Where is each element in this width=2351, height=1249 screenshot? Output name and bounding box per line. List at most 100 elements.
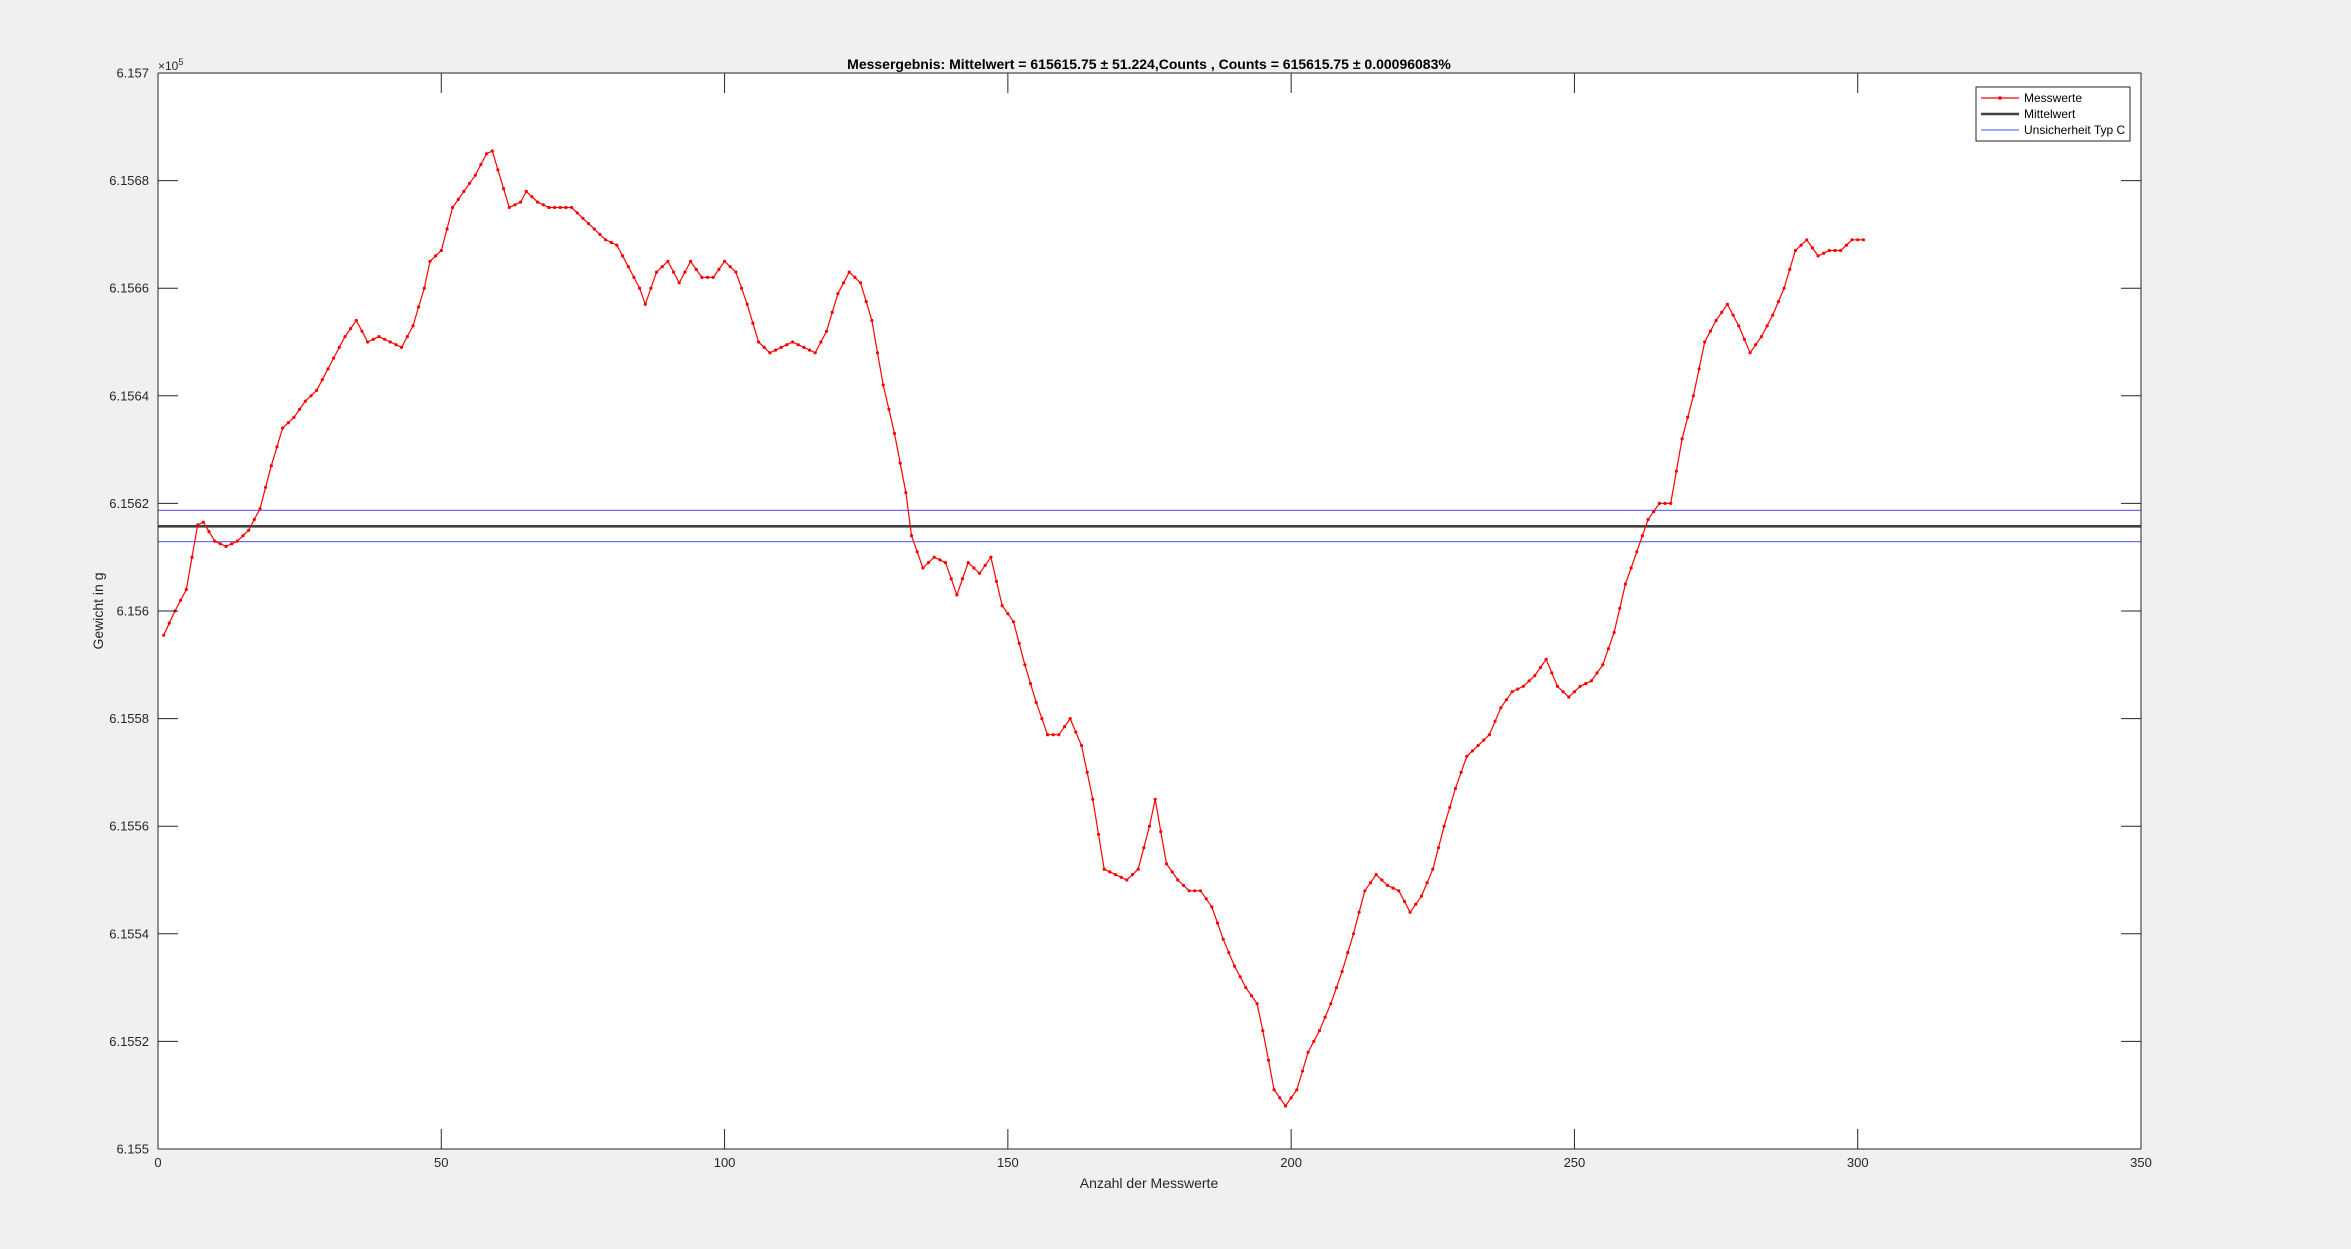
data-point: [1358, 911, 1361, 914]
data-point: [1698, 367, 1701, 370]
data-point: [1743, 338, 1746, 341]
y-tick-label: 6.155: [116, 1142, 149, 1157]
data-point: [1760, 335, 1763, 338]
chart-title: Messergebnis: Mittelwert = 615615.75 ± 5…: [847, 56, 1451, 72]
data-point: [1193, 889, 1196, 892]
data-point: [1159, 830, 1162, 833]
data-point: [1029, 682, 1032, 685]
y-exponent-power: 5: [178, 57, 183, 67]
data-point: [1205, 897, 1208, 900]
data-point: [1703, 340, 1706, 343]
data-point: [1601, 663, 1604, 666]
data-point: [332, 357, 335, 360]
data-point: [1227, 951, 1230, 954]
data-point: [1256, 1002, 1259, 1005]
data-point: [712, 276, 715, 279]
data-point: [1732, 314, 1735, 317]
data-point: [1522, 685, 1525, 688]
data-point: [423, 287, 426, 290]
data-point: [1726, 303, 1729, 306]
data-point: [1658, 502, 1661, 505]
data-point: [1539, 666, 1542, 669]
x-tick-label: 0: [154, 1155, 161, 1170]
y-exponent-base: ×10: [158, 59, 179, 73]
data-point: [1307, 1051, 1310, 1054]
data-point: [1834, 249, 1837, 252]
data-point: [559, 206, 562, 209]
data-point: [661, 265, 664, 268]
data-point: [842, 281, 845, 284]
data-point: [1120, 876, 1123, 879]
data-point: [309, 394, 312, 397]
data-point: [604, 238, 607, 241]
data-point: [1380, 878, 1383, 881]
data-point: [253, 518, 256, 521]
y-axis-label: Gewicht in g: [90, 572, 106, 649]
data-point: [315, 389, 318, 392]
data-point: [1097, 833, 1100, 836]
y-tick-label: 6.1558: [109, 711, 149, 726]
data-point: [1545, 658, 1548, 661]
data-point: [1074, 730, 1077, 733]
data-point: [1142, 846, 1145, 849]
data-point: [485, 152, 488, 155]
data-point: [1239, 975, 1242, 978]
y-tick-label: 6.1566: [109, 281, 149, 296]
data-point: [944, 561, 947, 564]
data-point: [417, 305, 420, 308]
data-point: [1409, 911, 1412, 914]
data-point: [695, 268, 698, 271]
y-tick-label: 6.1568: [109, 173, 149, 188]
x-tick-label: 150: [997, 1155, 1019, 1170]
legend[interactable]: Messwerte Mittelwert Unsicherheit Typ C: [1976, 87, 2130, 141]
data-point: [791, 340, 794, 343]
data-point: [910, 534, 913, 537]
data-point: [1822, 252, 1825, 255]
y-tick-label: 6.1556: [109, 819, 149, 834]
data-point: [1171, 870, 1174, 873]
data-point: [1199, 889, 1202, 892]
data-point: [1766, 324, 1769, 327]
data-point: [1652, 510, 1655, 513]
data-point: [1811, 246, 1814, 249]
data-point: [377, 335, 380, 338]
data-point: [326, 367, 329, 370]
data-point: [1618, 607, 1621, 610]
data-point: [338, 346, 341, 349]
data-point: [292, 416, 295, 419]
data-point: [1318, 1029, 1321, 1032]
x-tick-label: 100: [714, 1155, 736, 1170]
data-point: [1647, 518, 1650, 521]
data-point: [870, 319, 873, 322]
data-point: [978, 572, 981, 575]
data-point: [1681, 437, 1684, 440]
data-point: [287, 421, 290, 424]
data-point: [1069, 717, 1072, 720]
data-point: [819, 340, 822, 343]
data-point: [185, 588, 188, 591]
data-point: [1375, 873, 1378, 876]
data-point: [1341, 970, 1344, 973]
data-point: [1057, 733, 1060, 736]
data-point: [207, 530, 210, 533]
data-point: [887, 408, 890, 411]
y-tick-label: 6.156: [116, 604, 149, 619]
data-point: [1420, 895, 1423, 898]
data-point: [780, 346, 783, 349]
data-point: [1250, 994, 1253, 997]
data-point: [927, 561, 930, 564]
data-point: [389, 340, 392, 343]
data-point: [1131, 873, 1134, 876]
data-point: [168, 622, 171, 625]
data-point: [1182, 884, 1185, 887]
data-point: [491, 149, 494, 152]
data-point: [1579, 685, 1582, 688]
data-point: [1771, 314, 1774, 317]
data-point: [950, 577, 953, 580]
data-point: [190, 556, 193, 559]
x-tick-label: 200: [1280, 1155, 1302, 1170]
data-point: [882, 383, 885, 386]
data-point: [428, 260, 431, 263]
data-point: [740, 287, 743, 290]
data-point: [1216, 921, 1219, 924]
